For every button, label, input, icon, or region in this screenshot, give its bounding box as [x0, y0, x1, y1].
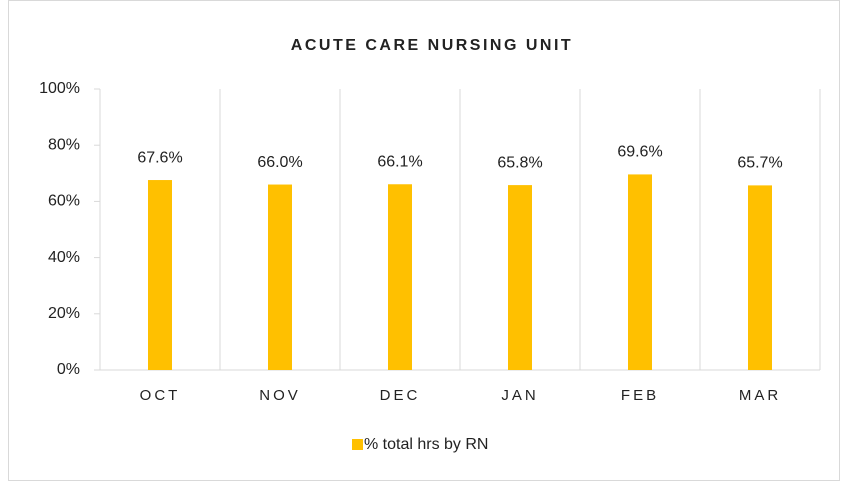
y-tick-label: 20% — [48, 305, 80, 322]
data-label: 69.6% — [617, 144, 662, 161]
x-tick-label: JAN — [501, 387, 538, 404]
bar — [388, 184, 412, 370]
chart-frame — [8, 0, 840, 481]
x-tick-label: FEB — [621, 387, 659, 404]
data-label: 66.1% — [377, 153, 422, 170]
x-tick-label: MAR — [739, 387, 781, 404]
bar — [268, 184, 292, 370]
bar — [628, 174, 652, 370]
y-tick-label: 40% — [48, 249, 80, 266]
y-tick-label: 0% — [57, 361, 80, 378]
legend-swatch — [352, 439, 363, 450]
data-label: 67.6% — [137, 149, 182, 166]
bar — [148, 180, 172, 370]
bar — [748, 185, 772, 370]
x-tick-label: OCT — [140, 387, 181, 404]
x-tick-label: DEC — [380, 387, 421, 404]
data-label: 66.0% — [257, 154, 302, 171]
chart-title: ACUTE CARE NURSING UNIT — [291, 37, 573, 54]
y-tick-label: 80% — [48, 136, 80, 153]
y-tick-label: 60% — [48, 193, 80, 210]
bar — [508, 185, 532, 370]
data-label: 65.8% — [497, 154, 542, 171]
data-label: 65.7% — [737, 155, 782, 172]
y-tick-label: 100% — [39, 80, 80, 97]
legend-label: % total hrs by RN — [364, 436, 488, 453]
x-tick-label: NOV — [259, 387, 301, 404]
